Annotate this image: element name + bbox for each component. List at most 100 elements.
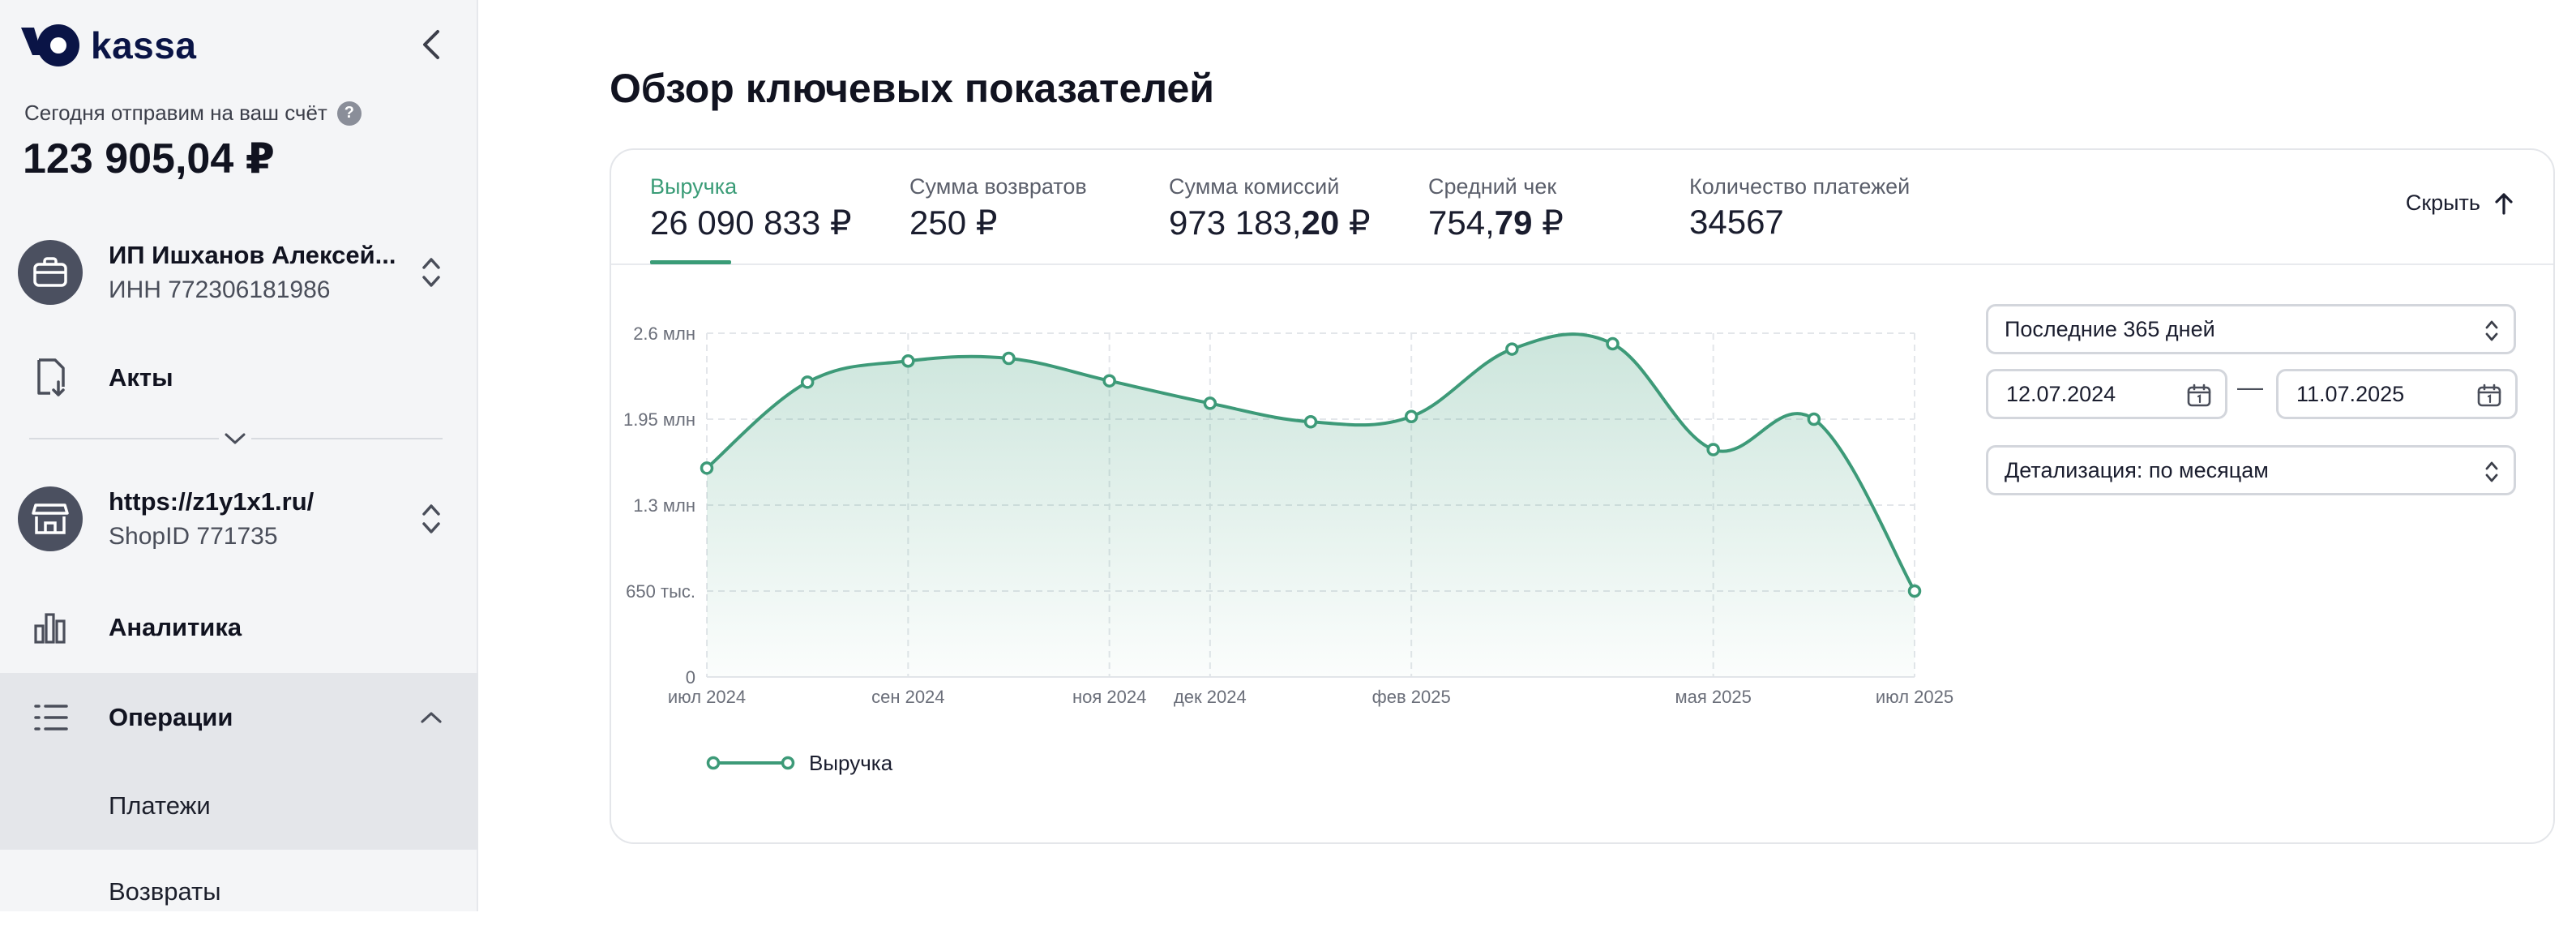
data-point[interactable] bbox=[1102, 374, 1116, 388]
metric-label: Сумма возвратов bbox=[909, 174, 1087, 199]
hide-button[interactable]: Скрыть bbox=[2406, 191, 2514, 216]
briefcase-icon bbox=[18, 240, 83, 305]
sidebar: kassa Сегодня отправим на ваш счёт ? 123… bbox=[0, 0, 478, 911]
y-tick-label: 0 bbox=[686, 667, 695, 688]
x-tick-label: ноя 2024 bbox=[1072, 687, 1146, 707]
kassa-logo[interactable]: kassa bbox=[18, 21, 196, 70]
sidebar-item-payments[interactable]: Платежи bbox=[0, 762, 478, 850]
legend-marker bbox=[706, 756, 721, 770]
tab-payments-count[interactable]: Количество платежей 34567 bbox=[1689, 174, 1910, 242]
y-tick-label: 1.95 млн bbox=[623, 409, 695, 430]
page-title: Обзор ключевых показателей bbox=[610, 66, 1214, 111]
metric-value: 973 183,20 ₽ bbox=[1169, 203, 1371, 242]
legend-marker bbox=[781, 756, 795, 770]
detail-select-value: Детализация: по месяцам bbox=[2005, 457, 2269, 482]
metrics-card: Выручка 26 090 833 ₽ Сумма возвратов 250… bbox=[610, 148, 2555, 844]
chevron-up-down-icon[interactable] bbox=[413, 495, 449, 543]
date-to-input[interactable]: 11.07.2025 bbox=[2276, 369, 2518, 419]
metric-value-int: 754, bbox=[1428, 204, 1495, 242]
chevron-up-down-icon bbox=[2485, 461, 2498, 482]
data-point[interactable] bbox=[1606, 336, 1620, 351]
tab-revenue[interactable]: Выручка 26 090 833 ₽ bbox=[650, 174, 852, 242]
metric-value: 26 090 833 ₽ bbox=[650, 204, 852, 242]
tab-average-check[interactable]: Средний чек 754,79 ₽ bbox=[1428, 174, 1564, 242]
data-point[interactable] bbox=[1907, 584, 1922, 598]
metrics-tabs: Выручка 26 090 833 ₽ Сумма возвратов 250… bbox=[611, 150, 2553, 265]
yookassa-logo-icon bbox=[21, 24, 79, 66]
tab-refunds-sum[interactable]: Сумма возвратов 250 ₽ bbox=[909, 174, 1087, 242]
chevron-down-icon[interactable] bbox=[219, 426, 251, 451]
legend-label: Выручка bbox=[809, 751, 893, 775]
collapse-sidebar-button[interactable] bbox=[413, 24, 449, 65]
shop-url: https://z1y1x1.ru/ bbox=[109, 487, 315, 516]
date-from-input[interactable]: 12.07.2024 bbox=[1986, 369, 2227, 419]
tab-commission-sum[interactable]: Сумма комиссий 973 183,20 ₽ bbox=[1169, 174, 1371, 242]
balance-label: Сегодня отправим на ваш счёт ? bbox=[24, 101, 362, 126]
x-tick-label: фев 2025 bbox=[1372, 687, 1451, 707]
account-switcher[interactable]: ИП Ишханов Алексей... ИНН 772306181986 bbox=[0, 225, 478, 319]
document-download-icon bbox=[29, 357, 71, 399]
metric-label: Сумма комиссий bbox=[1169, 174, 1340, 199]
hide-button-label: Скрыть bbox=[2405, 191, 2480, 215]
revenue-area bbox=[707, 334, 1915, 677]
chevron-up-icon bbox=[413, 693, 449, 742]
chevron-left-icon bbox=[423, 30, 439, 59]
data-point[interactable] bbox=[800, 375, 815, 389]
balance-label-text: Сегодня отправим на ваш счёт bbox=[24, 101, 327, 125]
sidebar-item-label: Операции bbox=[109, 703, 233, 731]
date-to-value: 11.07.2025 bbox=[2296, 381, 2405, 406]
date-range-separator: — bbox=[2237, 372, 2263, 401]
list-icon bbox=[29, 696, 71, 739]
x-tick-label: сен 2024 bbox=[871, 687, 944, 707]
data-point[interactable] bbox=[1002, 351, 1016, 366]
active-tab-indicator bbox=[650, 260, 731, 264]
chevron-up-down-icon[interactable] bbox=[413, 248, 449, 297]
data-point[interactable] bbox=[901, 353, 915, 368]
chevron-up-down-icon bbox=[2485, 320, 2498, 341]
balance-value: 123 905,04 ₽ bbox=[23, 135, 275, 182]
data-point[interactable] bbox=[700, 461, 714, 475]
detail-select[interactable]: Детализация: по месяцам bbox=[1986, 445, 2516, 495]
sidebar-item-operations[interactable]: Операции bbox=[0, 673, 478, 762]
arrow-up-icon bbox=[2495, 192, 2513, 215]
sidebar-item-label: Платежи bbox=[109, 791, 211, 820]
revenue-chart: 0 650 тыс. 1.3 млн 1.95 млн 2.6 млн июл 2024 с… bbox=[623, 323, 1953, 775]
account-title: ИП Ишханов Алексей... bbox=[109, 241, 396, 269]
calendar-icon[interactable] bbox=[2186, 383, 2212, 409]
x-tick-label: мая 2025 bbox=[1675, 687, 1752, 707]
sidebar-item-acts[interactable]: Акты bbox=[0, 336, 478, 420]
logo-text: kassa bbox=[91, 24, 197, 66]
metric-value-currency: ₽ bbox=[1339, 204, 1371, 242]
y-tick-label: 1.3 млн bbox=[633, 495, 695, 516]
metric-value: 34567 bbox=[1689, 203, 1784, 241]
metric-label: Выручка bbox=[650, 174, 738, 199]
sidebar-item-refunds[interactable]: Возвраты bbox=[0, 850, 478, 934]
data-point[interactable] bbox=[1404, 409, 1419, 423]
data-point[interactable] bbox=[1706, 443, 1720, 456]
data-point[interactable] bbox=[1807, 412, 1821, 426]
data-point[interactable] bbox=[1505, 342, 1519, 356]
sidebar-item-label: Возвраты bbox=[109, 877, 221, 906]
data-point[interactable] bbox=[1203, 396, 1217, 410]
period-select[interactable]: Последние 365 дней bbox=[1986, 304, 2516, 354]
calendar-icon[interactable] bbox=[2476, 383, 2502, 409]
metric-label: Количество платежей bbox=[1689, 174, 1911, 199]
y-tick-label: 650 тыс. bbox=[626, 581, 695, 602]
store-icon bbox=[18, 486, 83, 551]
sidebar-item-analytics[interactable]: Аналитика bbox=[0, 585, 478, 670]
shop-switcher[interactable]: https://z1y1x1.ru/ ShopID 771735 bbox=[0, 472, 478, 566]
x-tick-label: июл 2025 bbox=[1876, 687, 1953, 707]
account-inn: ИНН 772306181986 bbox=[109, 276, 331, 303]
data-point[interactable] bbox=[1303, 415, 1318, 429]
x-tick-label: июл 2024 bbox=[668, 687, 746, 707]
metric-value-frac: 79 bbox=[1494, 204, 1533, 242]
metric-value-currency: ₽ bbox=[1532, 204, 1564, 242]
help-icon[interactable]: ? bbox=[336, 101, 362, 126]
period-select-value: Последние 365 дней bbox=[2005, 316, 2215, 341]
sidebar-item-label: Акты bbox=[109, 363, 173, 392]
metric-value-frac: 20 bbox=[1301, 204, 1340, 242]
shop-id: ShopID 771735 bbox=[109, 523, 278, 550]
sidebar-item-label: Аналитика bbox=[109, 613, 242, 641]
metric-value: 754,79 ₽ bbox=[1428, 203, 1564, 242]
metric-value: 250 ₽ bbox=[909, 204, 998, 242]
